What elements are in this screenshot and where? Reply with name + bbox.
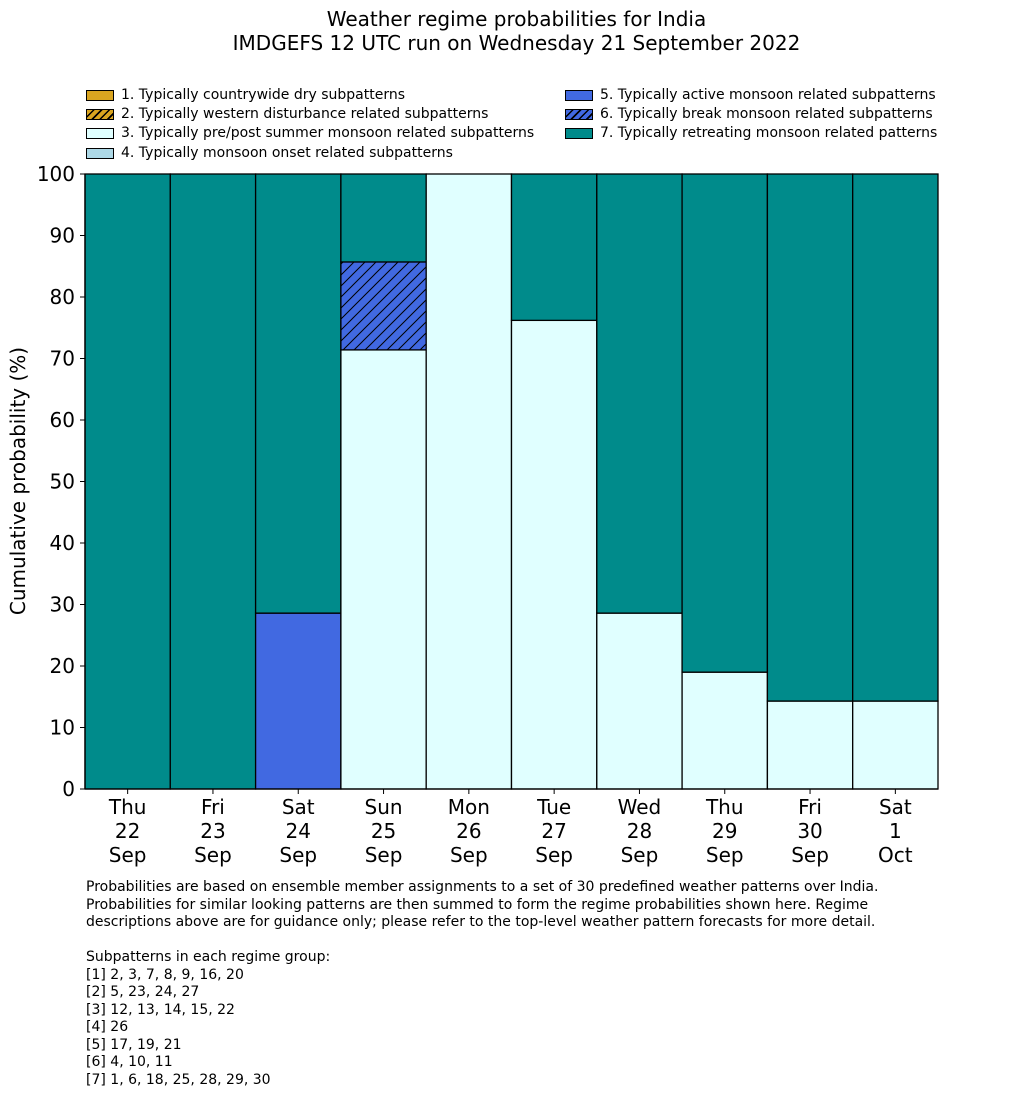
bar-series-7-day-7 (596, 173, 683, 614)
x-tick-label: Thu (705, 795, 744, 819)
legend-label-4: 4. Typically monsoon onset related subpa… (121, 145, 453, 161)
legend-swatch-4 (86, 147, 114, 159)
chart-notes: Probabilities are based on ensemble memb… (86, 879, 986, 1089)
legend-label-6: 6. Typically break monsoon related subpa… (600, 106, 933, 122)
legend-label-3: 3. Typically pre/post summer monsoon rel… (121, 125, 535, 141)
group-line: [3] 12, 13, 14, 15, 22 (86, 1001, 235, 1018)
legend-item-5: 5. Typically active monsoon related subp… (565, 87, 936, 103)
x-tick-label: Wed (618, 795, 662, 819)
x-tick-label: Fri (201, 795, 225, 819)
x-tick-label: 24 (286, 819, 311, 843)
legend-swatch-7 (565, 127, 593, 139)
x-tick-label: Thu (108, 795, 147, 819)
x-tick-label: Sep (109, 843, 147, 867)
bar-series-7-day-9 (766, 173, 854, 702)
legend-item-7: 7. Typically retreating monsoon related … (565, 125, 937, 141)
bar-series-7-day-8 (681, 173, 769, 673)
bar-series-3-day-5 (425, 173, 513, 790)
bar-series-5-day-3 (254, 612, 342, 790)
y-tick-label: 40 (50, 531, 75, 555)
group-line: [4] 26 (86, 1019, 129, 1035)
y-axis-label: Cumulative probability (%) (6, 347, 30, 615)
x-tick-label: Tue (536, 795, 571, 819)
group-line: [2] 5, 23, 24, 27 (86, 984, 200, 1000)
bar-series-7-day-4 (340, 173, 427, 263)
legend-item-3: 3. Typically pre/post summer monsoon rel… (86, 125, 534, 141)
bar-series-3-day-9 (766, 700, 854, 790)
legend-item-6: 6. Typically break monsoon related subpa… (565, 106, 933, 122)
legend-label-2: 2. Typically western disturbance related… (121, 106, 489, 122)
x-tick-label: 25 (371, 819, 396, 843)
x-tick-label: Sep (791, 843, 829, 867)
groups-header: Subpatterns in each regime group: (86, 949, 331, 965)
notes-line-2: Probabilities for similar looking patter… (86, 896, 869, 913)
x-tick-label: Sun (365, 795, 403, 819)
legend-item-4: 4. Typically monsoon onset related subpa… (86, 145, 453, 161)
x-tick-label: Oct (878, 843, 913, 867)
x-tick-label: Sep (621, 843, 659, 867)
bar-series-7-day-1 (84, 173, 171, 790)
legend-swatch-1 (86, 89, 114, 101)
bar-series-3-day-7 (596, 612, 683, 790)
x-tick-label: 29 (712, 819, 737, 843)
x-tick-label: 27 (541, 819, 566, 843)
bar-series-7-day-3 (254, 173, 342, 614)
x-tick-label: Sep (365, 843, 403, 867)
legend-label-5: 5. Typically active monsoon related subp… (600, 87, 936, 103)
y-tick-label: 20 (50, 654, 75, 678)
x-tick-label: 23 (200, 819, 225, 843)
bar-series-7-day-10 (852, 173, 939, 702)
x-tick-label: Sat (282, 795, 315, 819)
bar-series-7-day-6 (510, 173, 598, 322)
x-tick-label: Fri (798, 795, 822, 819)
bar-series-7-day-2 (169, 173, 257, 790)
legend-swatch-5 (565, 89, 593, 101)
group-line: [6] 4, 10, 11 (86, 1054, 173, 1070)
legend-swatch-3 (86, 127, 114, 139)
chart-title: Weather regime probabilities for India (326, 7, 707, 31)
x-tick-label: Sep (450, 843, 488, 867)
y-tick-label: 70 (50, 347, 75, 371)
legend-item-1: 1. Typically countrywide dry subpatterns (86, 87, 405, 103)
y-tick-label: 100 (37, 162, 75, 186)
bar-series-3-day-8 (681, 671, 769, 790)
y-tick-label: 0 (62, 777, 75, 801)
legend-swatch-6 (565, 108, 593, 120)
legend-swatch-2 (86, 108, 114, 120)
y-tick-label: 10 (50, 716, 75, 740)
notes-line-3: descriptions above are for guidance only… (86, 914, 876, 930)
bar-series-3-day-10 (852, 700, 939, 790)
x-tick-label: 1 (889, 819, 902, 843)
group-line: [7] 1, 6, 18, 25, 28, 29, 30 (86, 1071, 271, 1088)
y-tick-label: 30 (50, 593, 75, 617)
y-tick-label: 50 (50, 470, 75, 494)
x-tick-label: 22 (115, 819, 140, 843)
group-line: [5] 17, 19, 21 (86, 1036, 182, 1053)
group-line: [1] 2, 3, 7, 8, 9, 16, 20 (86, 966, 244, 983)
legend-label-1: 1. Typically countrywide dry subpatterns (121, 87, 406, 103)
x-tick-label: Sep (706, 843, 744, 867)
legend-item-2: 2. Typically western disturbance related… (86, 106, 488, 122)
x-tick-label: 28 (627, 819, 652, 843)
x-tick-label: Sat (879, 795, 912, 819)
y-tick-label: 60 (50, 408, 75, 432)
x-tick-label: 26 (456, 819, 481, 843)
notes-line-1: Probabilities are based on ensemble memb… (86, 879, 879, 895)
y-tick-label: 80 (50, 285, 75, 309)
bar-series-3-day-4 (340, 349, 427, 790)
x-tick-label: Sep (194, 843, 232, 867)
x-tick-label: Sep (279, 843, 317, 867)
chart-subtitle: IMDGEFS 12 UTC run on Wednesday 21 Septe… (232, 31, 801, 55)
x-tick-label: 30 (797, 819, 822, 843)
bar-series-3-day-6 (510, 319, 598, 790)
x-tick-label: Mon (448, 795, 490, 819)
legend-label-7: 7. Typically retreating monsoon related … (600, 125, 938, 141)
bar-series-6-day-4 (340, 261, 427, 351)
x-tick-label: Sep (535, 843, 573, 867)
y-tick-label: 90 (50, 224, 75, 248)
